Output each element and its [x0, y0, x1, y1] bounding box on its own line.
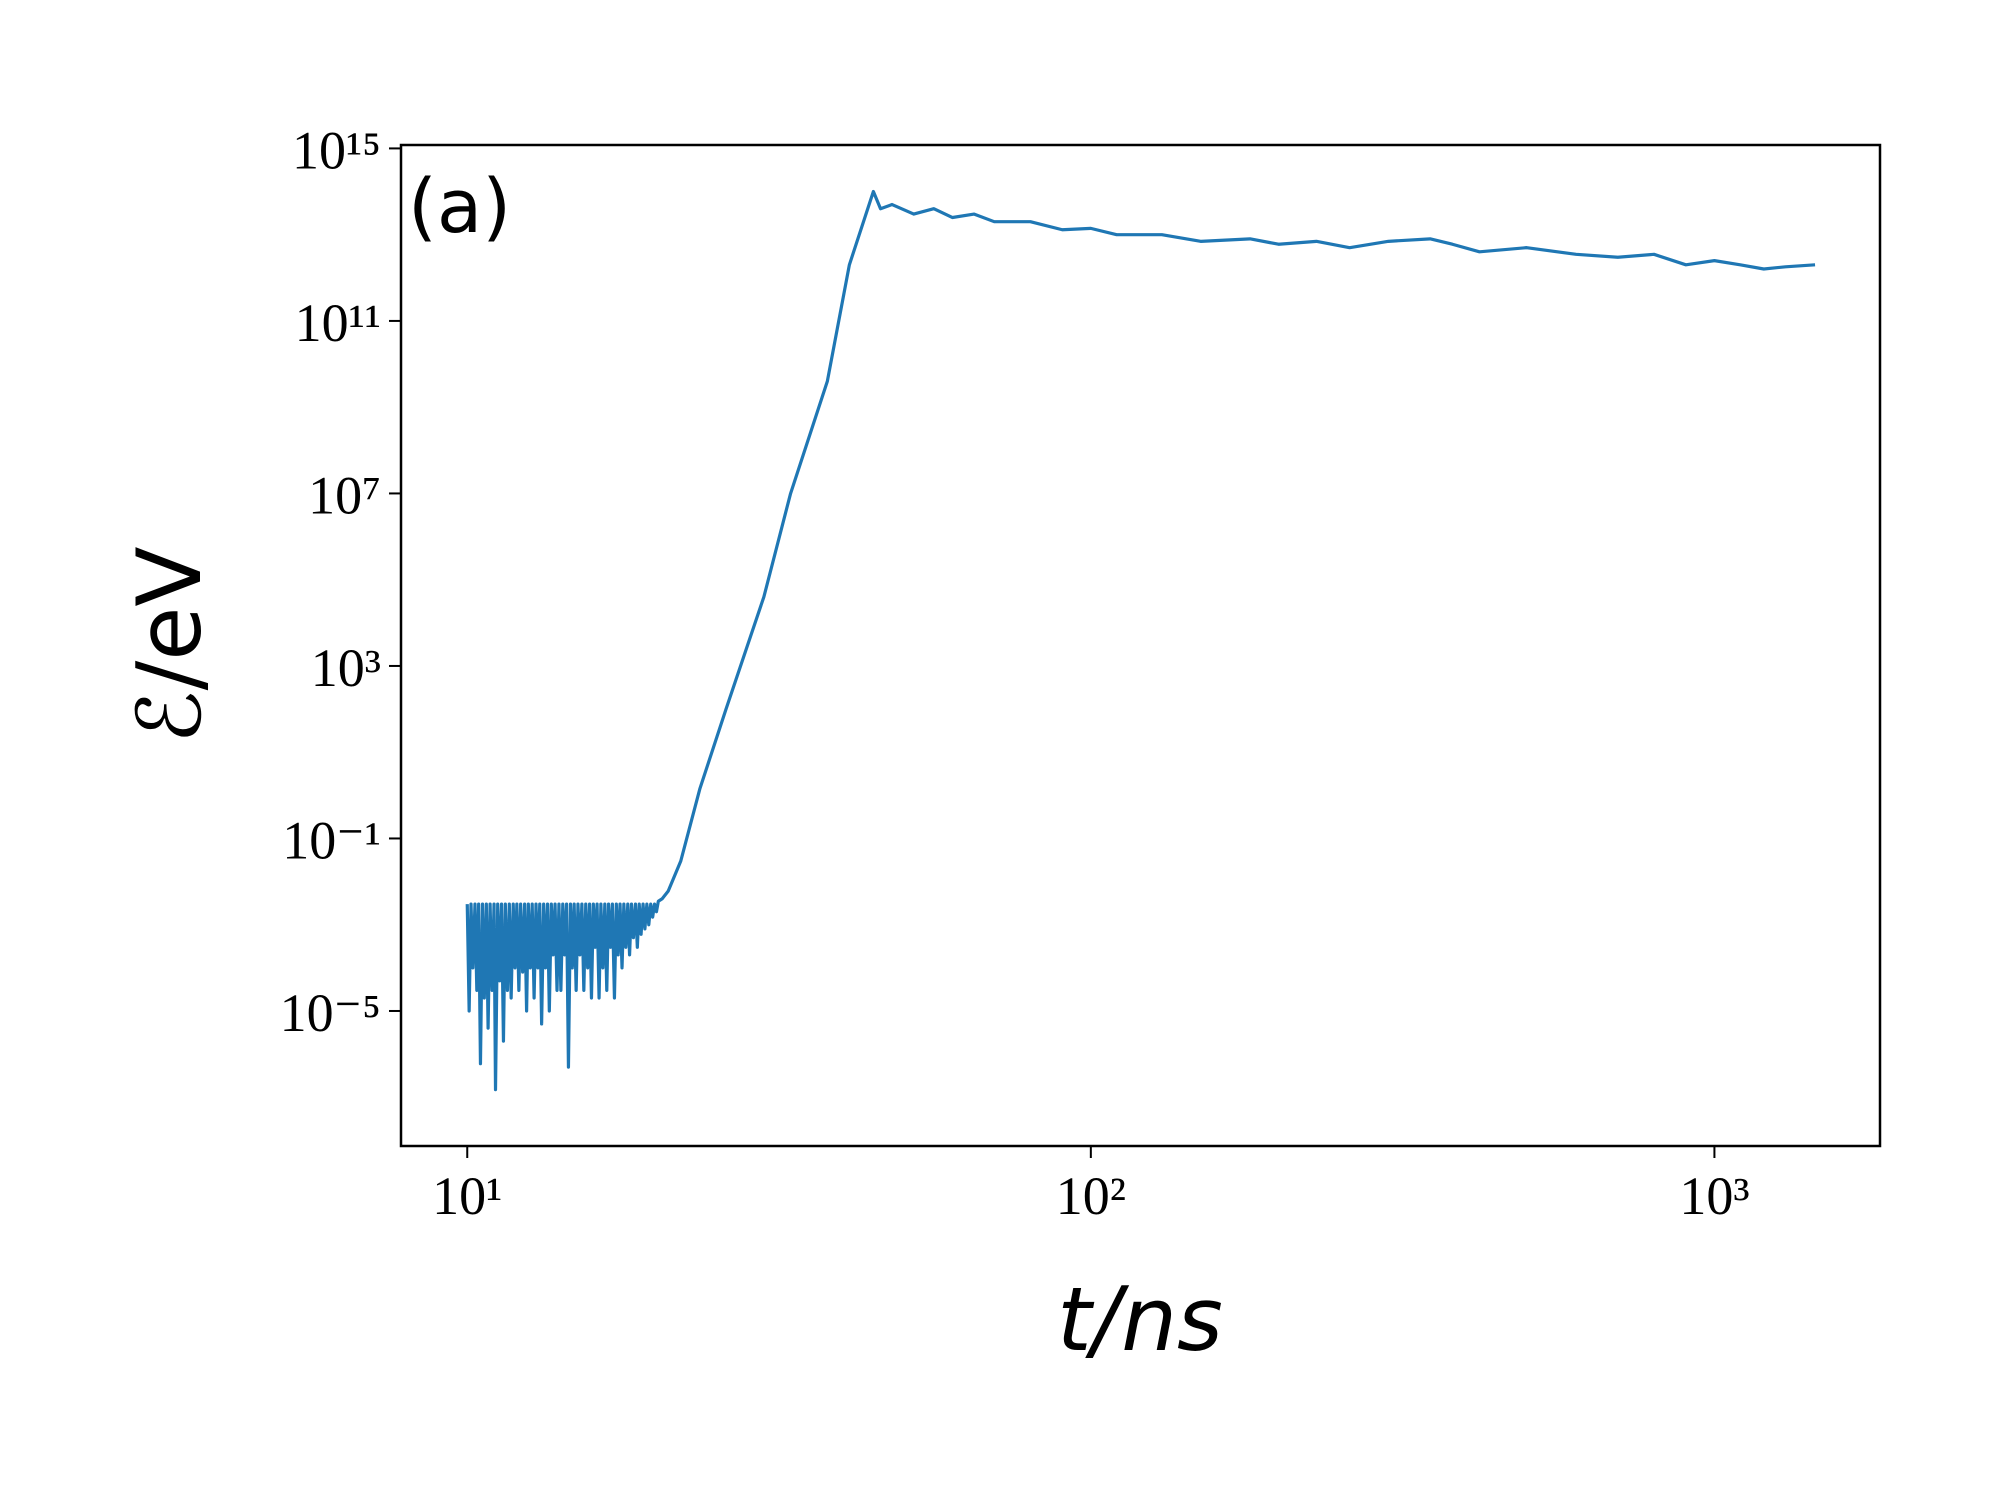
panel-label: (a) [408, 164, 511, 250]
y-tick-label: 10³ [311, 638, 381, 698]
plot-frame [399, 143, 1882, 1148]
y-tick-label: 10¹⁵ [292, 120, 381, 180]
y-tick-label: 10⁻⁵ [280, 983, 381, 1043]
x-tick-label: 10² [1056, 1166, 1126, 1226]
x-tick-label: 10¹ [432, 1166, 502, 1226]
y-tick-label: 10⁻¹ [282, 810, 381, 870]
y-tick-label: 10¹¹ [295, 293, 381, 353]
x-tick-label: 10³ [1679, 1166, 1749, 1226]
x-axis-label: t/ns [1057, 1268, 1223, 1371]
y-axis-label: ℰ/eV [118, 546, 221, 743]
data-line [465, 189, 1816, 1092]
y-tick-label: 10⁷ [308, 465, 381, 525]
